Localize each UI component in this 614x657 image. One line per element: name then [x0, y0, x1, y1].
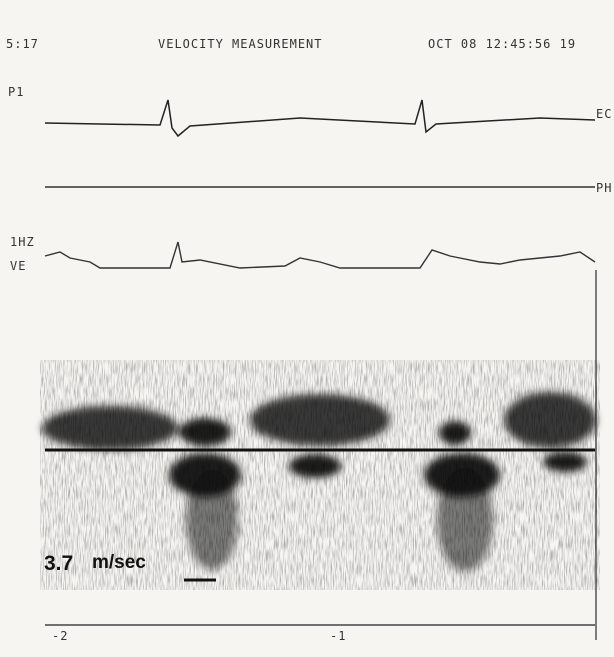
trace-label: P1 [8, 85, 24, 99]
title: VELOCITY MEASUREMENT [158, 37, 323, 51]
velocity-value: 3.7 [44, 552, 73, 575]
frame-number: 5:17 [6, 37, 39, 51]
velocity-unit: m/sec [92, 552, 146, 573]
trace-label: 1HZ [10, 235, 35, 249]
resp-trace [44, 241, 596, 269]
trace-label: PH [596, 181, 612, 195]
time-label: -1 [330, 629, 346, 643]
speckle [40, 360, 600, 590]
trace-label: VE [10, 259, 26, 273]
datetime: OCT 08 12:45:56 19 [428, 37, 576, 51]
ecg-trace [44, 99, 596, 138]
trace-label: EC [596, 107, 612, 121]
time-label: -2 [52, 629, 68, 643]
